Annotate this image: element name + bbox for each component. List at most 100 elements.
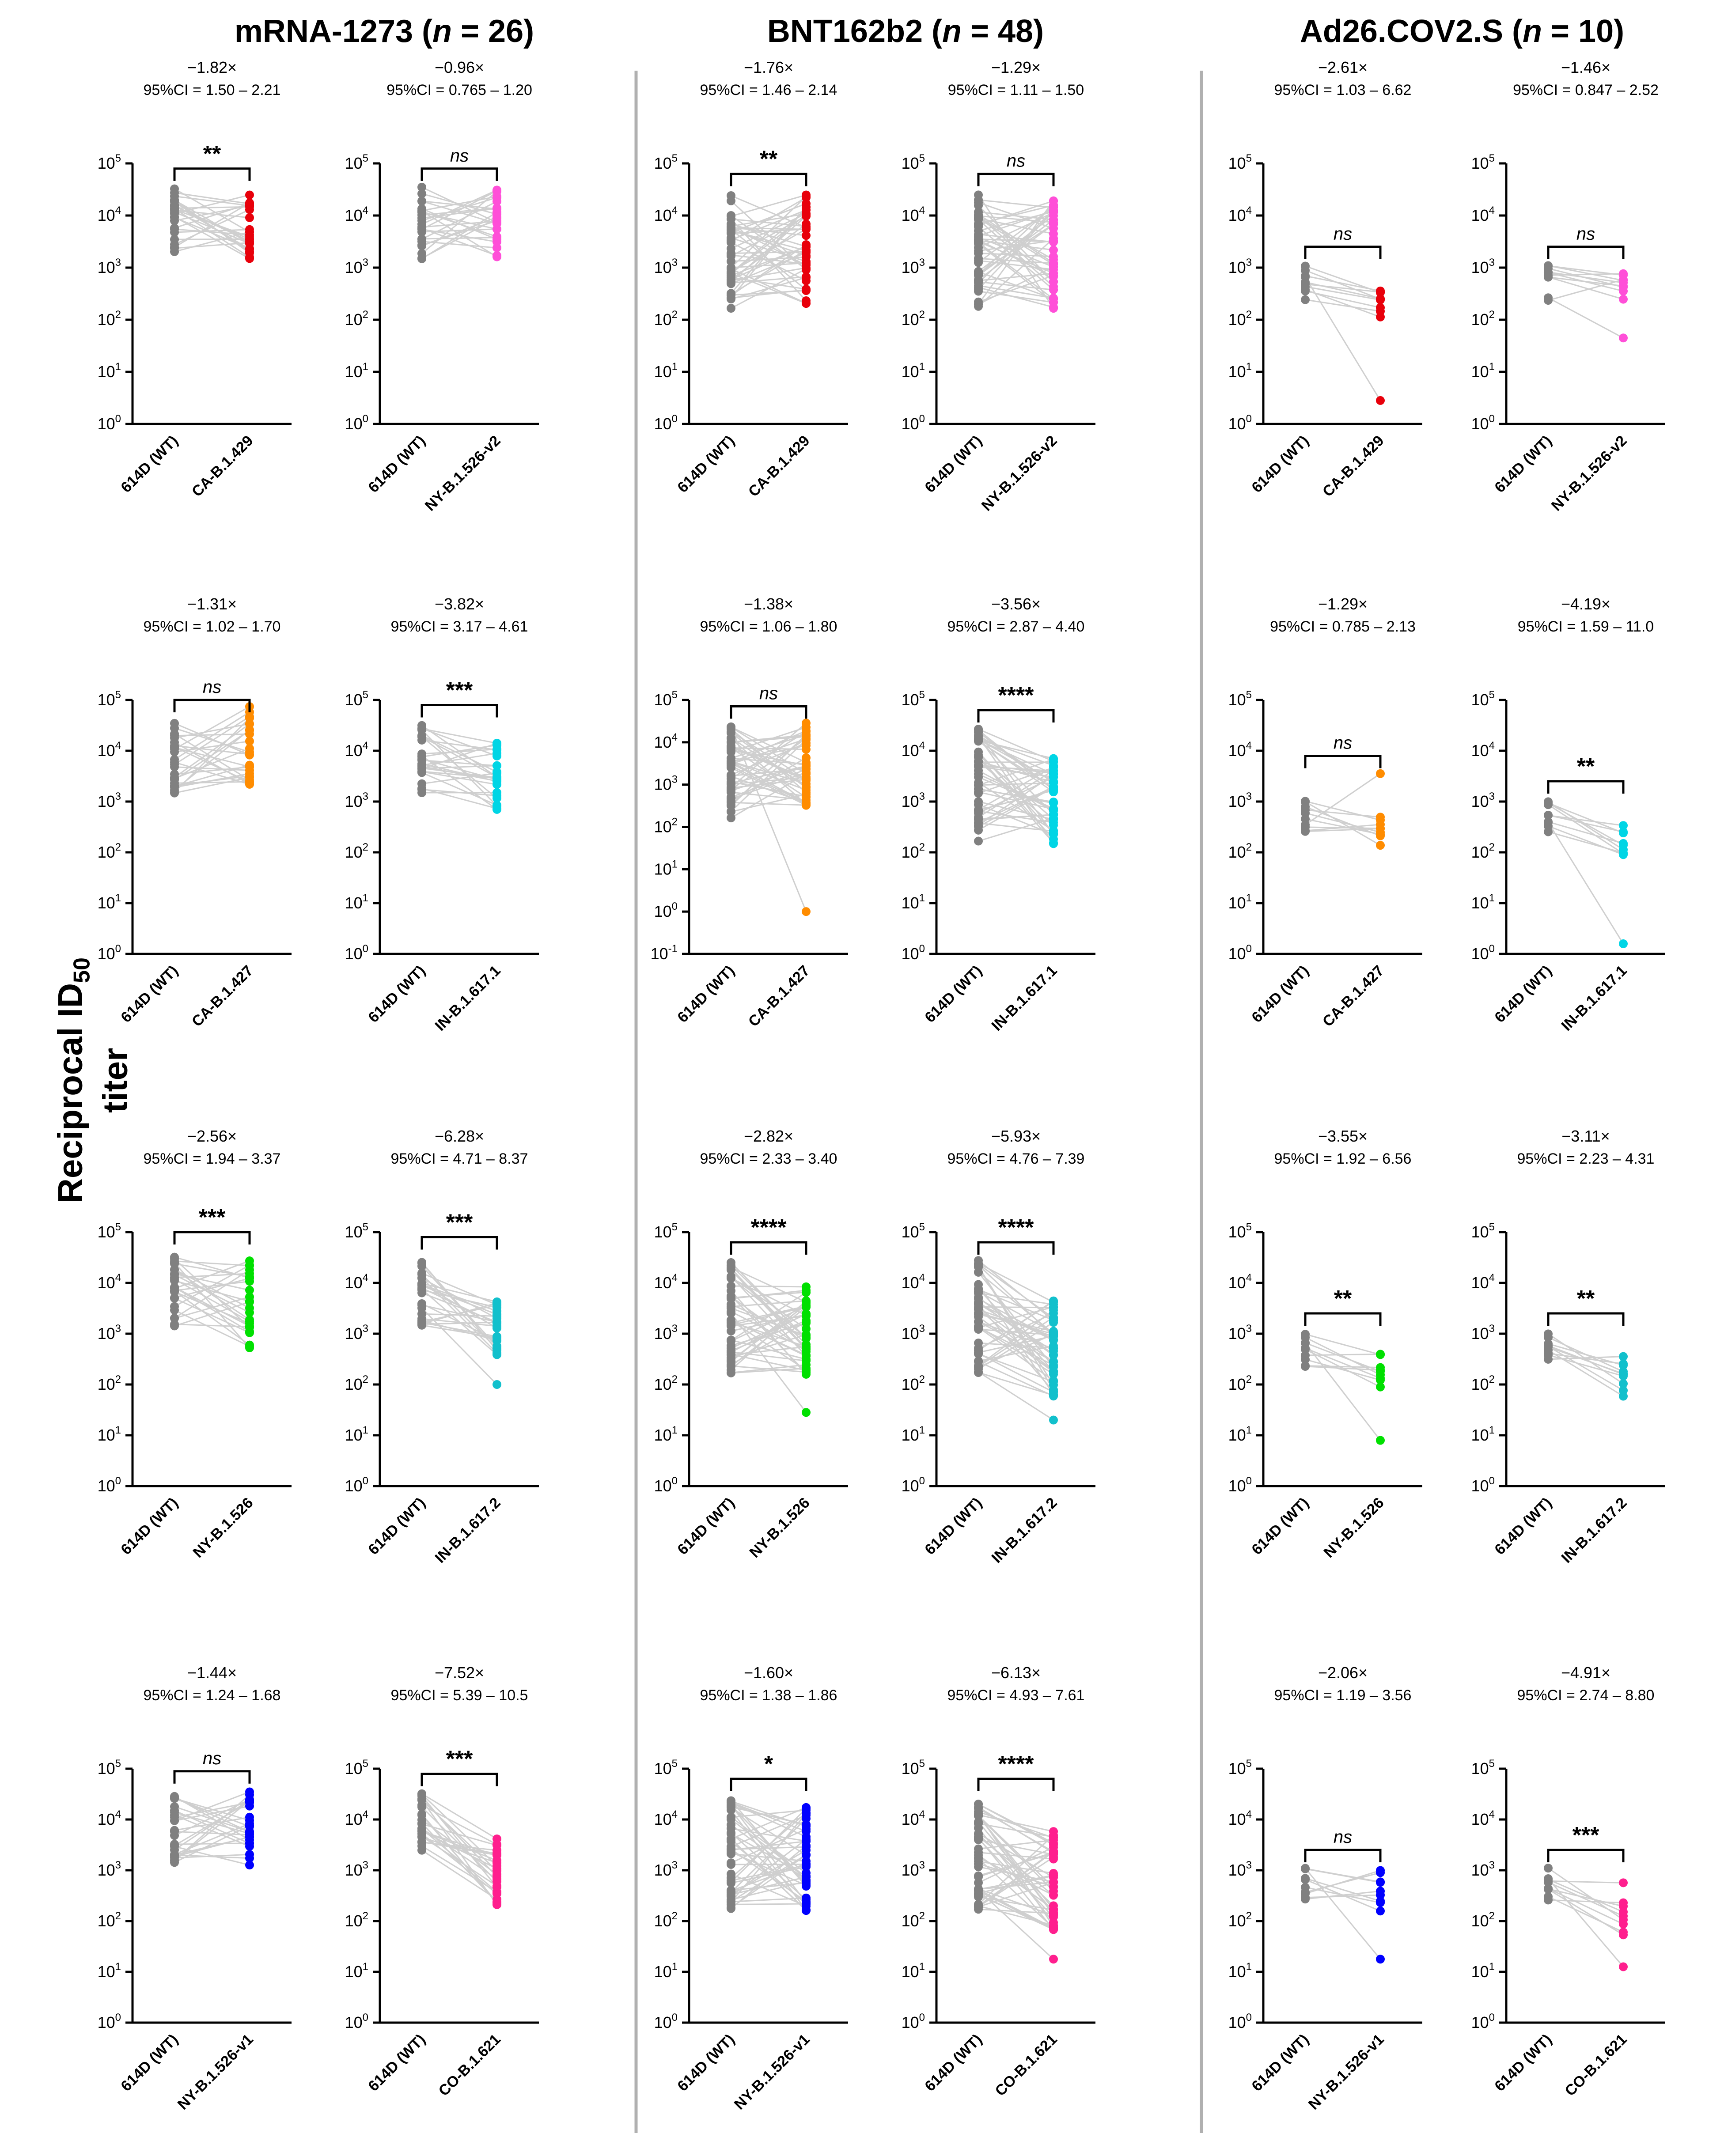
y-tick-exponent: 4 <box>1246 740 1252 752</box>
significance-bracket <box>421 1773 498 1786</box>
pair-line <box>978 804 1054 836</box>
variant-point <box>1376 1367 1385 1376</box>
pair-line <box>978 210 1054 237</box>
y-tick-label: 105 <box>654 1221 678 1241</box>
variant-point <box>802 1879 811 1888</box>
variant-point <box>1619 1962 1628 1971</box>
pair-line <box>1305 281 1381 299</box>
wt-point <box>727 738 735 747</box>
x-tick-label: 614D (WT) <box>1491 432 1555 496</box>
variant-point <box>493 1332 501 1341</box>
y-tick-label: 105 <box>902 1758 925 1778</box>
variant-point <box>1619 1386 1628 1395</box>
fold-change-label: −1.60× <box>744 1664 793 1682</box>
x-tick-label: NY-B.1.526-v2 <box>422 432 504 514</box>
ci-label: 95%CI = 1.92 – 6.56 <box>1274 1150 1412 1167</box>
variant-point <box>493 252 501 261</box>
y-tick-label: 105 <box>654 1758 678 1778</box>
y-tick-exponent: 4 <box>1489 204 1495 216</box>
wt-point <box>727 289 735 299</box>
ci-label: 95%CI = 1.02 – 1.70 <box>144 618 281 635</box>
y-tick-label: 102 <box>902 841 925 861</box>
x-tick-label: 614D (WT) <box>674 962 738 1026</box>
y-tick-exponent: 5 <box>919 152 925 164</box>
pair-line <box>174 228 250 236</box>
y-tick-exponent: 1 <box>919 1961 925 1973</box>
x-tick-label: CA-B.1.429 <box>745 432 813 500</box>
wt-point <box>727 1335 735 1345</box>
y-tick-exponent: 3 <box>1489 257 1495 269</box>
wt-point <box>974 190 983 200</box>
variant-point <box>245 1286 254 1295</box>
variant-point <box>802 1408 811 1417</box>
wt-point <box>727 1812 735 1822</box>
y-tick-exponent: 0 <box>919 943 925 955</box>
y-tick-label: 10-1 <box>651 943 678 963</box>
y-tick-exponent: 0 <box>672 2012 678 2024</box>
y-tick-exponent: 5 <box>1246 152 1252 164</box>
y-tick-exponent: 0 <box>363 2012 368 2024</box>
significance-bracket <box>730 705 807 719</box>
variant-point <box>1619 1915 1628 1925</box>
wt-point <box>1301 1330 1310 1339</box>
variant-point <box>802 775 811 784</box>
wt-point <box>1544 827 1553 836</box>
wt-point <box>974 726 983 735</box>
pair-line <box>421 760 497 767</box>
variant-point <box>493 768 501 777</box>
variant-point <box>802 225 811 234</box>
wt-point <box>1544 1884 1553 1893</box>
y-tick-exponent: 4 <box>363 1272 368 1284</box>
pair-line <box>1548 279 1624 301</box>
variant-point <box>493 1874 501 1884</box>
wt-point <box>170 1806 179 1815</box>
variant-point <box>1049 1392 1058 1401</box>
y-tick-exponent: 2 <box>1489 841 1495 853</box>
ci-label: 95%CI = 1.06 – 1.80 <box>700 618 837 635</box>
pair-line <box>174 1301 250 1327</box>
pair-line <box>731 1367 807 1374</box>
pair-line <box>174 716 250 765</box>
y-tick-label: 100 <box>902 413 925 433</box>
y-tick-exponent: 2 <box>672 816 678 828</box>
y-tick-label: 103 <box>1471 1323 1495 1343</box>
wt-point <box>974 785 983 794</box>
wt-point <box>974 734 983 743</box>
y-tick-label: 100 <box>98 1475 121 1495</box>
y-tick-label: 101 <box>1228 1961 1252 1981</box>
pair-line <box>978 1889 1054 1929</box>
y-tick-exponent: 2 <box>1489 1910 1495 1922</box>
y-tick-label: 105 <box>1228 152 1252 172</box>
pair-line <box>1305 1868 1381 1883</box>
pair-line <box>421 216 497 247</box>
pair-line <box>978 218 1054 235</box>
pair-line <box>731 1305 807 1324</box>
pair-line <box>421 1285 497 1315</box>
pair-line <box>978 1839 1054 1855</box>
y-tick-exponent: 1 <box>1246 892 1252 904</box>
pair-line <box>174 729 250 791</box>
y-tick-label: 103 <box>345 257 368 276</box>
y-tick-label: 103 <box>98 791 121 810</box>
pair-line <box>978 1851 1054 1878</box>
wt-point <box>727 771 735 780</box>
pair-line <box>174 1278 250 1322</box>
variant-point <box>1049 806 1058 815</box>
panel: −2.61×95%CI = 1.03 – 6.62100101102103104… <box>1228 58 1422 500</box>
y-tick-exponent: 5 <box>1489 1758 1495 1770</box>
wt-point <box>974 1348 983 1357</box>
y-tick-label: 101 <box>98 1424 121 1444</box>
wt-point <box>1301 295 1310 304</box>
y-tick-exponent: 4 <box>1489 1272 1495 1284</box>
variant-point <box>493 212 501 222</box>
y-tick-label: 104 <box>345 1272 368 1292</box>
fold-change-label: −1.38× <box>744 595 793 613</box>
y-tick-label: 101 <box>98 361 121 381</box>
y-tick-label: 105 <box>902 152 925 172</box>
x-tick-label: NY-B.1.526-v1 <box>731 2031 813 2113</box>
pair-line <box>978 767 1054 794</box>
wt-point <box>417 1824 426 1833</box>
y-tick-label: 101 <box>654 361 678 381</box>
panel: −2.56×95%CI = 1.94 – 3.37100101102103104… <box>98 1127 292 1561</box>
wt-point <box>974 1323 983 1332</box>
